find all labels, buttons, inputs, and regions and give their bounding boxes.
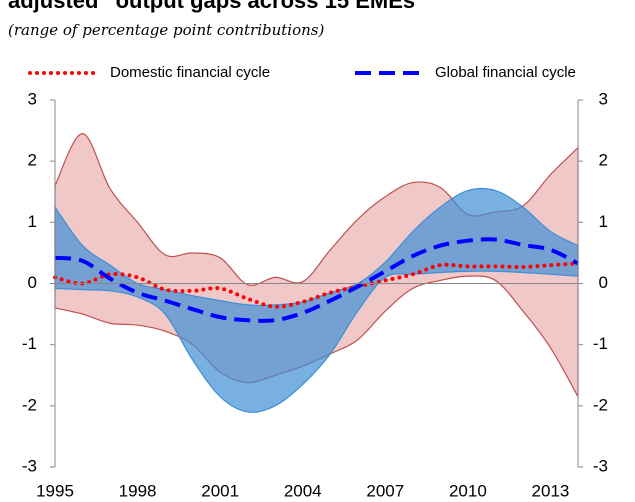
x-tick-label: 1995 xyxy=(36,481,74,500)
y-tick-label: 0 xyxy=(28,273,37,292)
y2-tick-label: -2 xyxy=(593,395,608,414)
x-tick-label: 1998 xyxy=(119,481,157,500)
legend-text: Domestic financial cycle xyxy=(110,64,270,81)
y-tick-label: 2 xyxy=(28,151,37,170)
y-tick-label: 1 xyxy=(28,212,37,231)
y-tick-label: -1 xyxy=(22,334,37,353)
series-line xyxy=(54,237,579,323)
y-tick-label: -3 xyxy=(22,456,37,475)
x-tick-label: 2007 xyxy=(366,481,404,500)
series-line xyxy=(53,261,580,309)
x-tick-label: 2013 xyxy=(532,481,570,500)
y2-tick-label: 3 xyxy=(599,89,608,108)
y2-tick-label: -1 xyxy=(593,334,608,353)
y2-tick-label: 1 xyxy=(599,212,608,231)
y2-tick-label: 2 xyxy=(599,151,608,170)
x-tick-label: 2010 xyxy=(449,481,487,500)
y2-tick-label: 0 xyxy=(599,273,608,292)
legend-text: Global financial cycle xyxy=(435,64,576,81)
y2-tick-label: -3 xyxy=(593,456,608,475)
x-tick-label: 2004 xyxy=(284,481,322,500)
y-tick-label: -2 xyxy=(22,395,37,414)
chart-subtitle: (range of percentage point contributions… xyxy=(8,21,324,39)
y-tick-label: 3 xyxy=(28,89,37,108)
x-tick-label: 2001 xyxy=(201,481,239,500)
chart-title: adjusted” output gaps across 15 EMEs xyxy=(8,0,415,13)
